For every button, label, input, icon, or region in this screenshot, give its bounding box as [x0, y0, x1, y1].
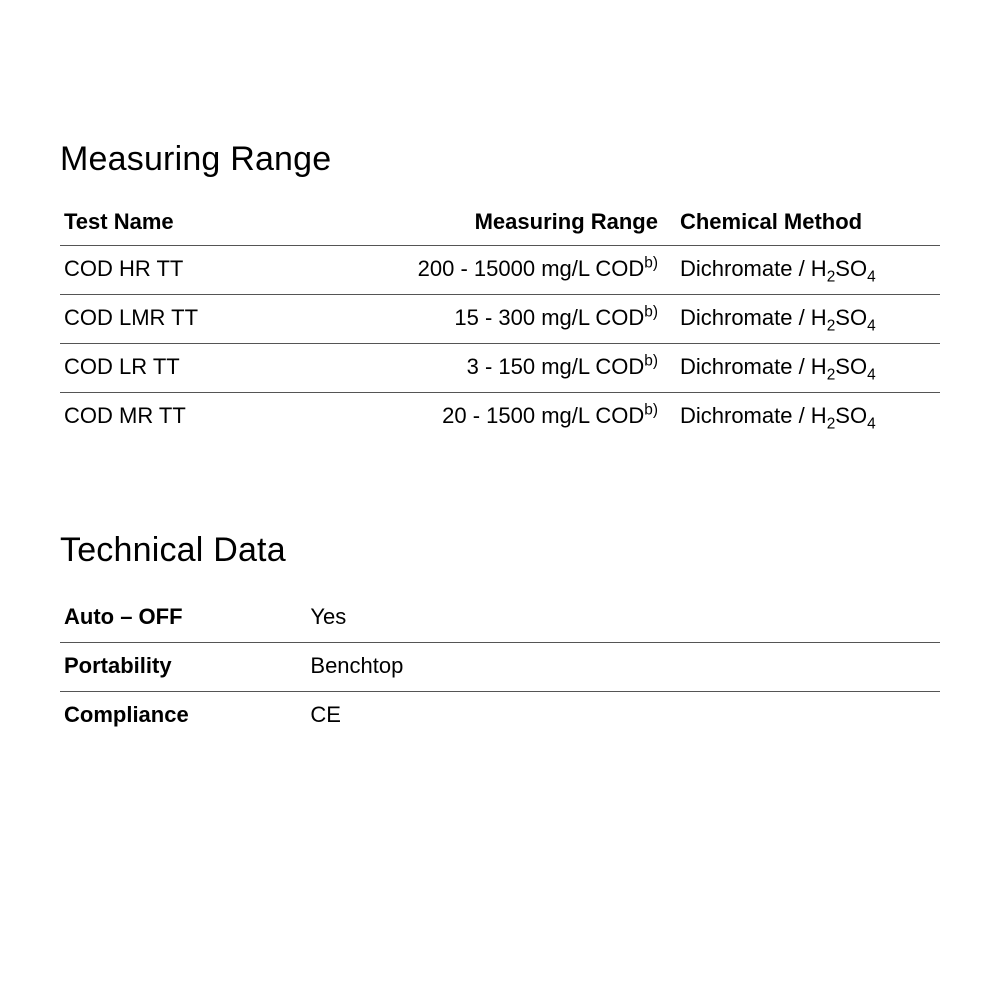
- cell-range: 3 - 150 mg/L CODb): [342, 344, 676, 393]
- table-header-row: Test Name Measuring Range Chemical Metho…: [60, 203, 940, 246]
- col-chemical-method: Chemical Method: [676, 203, 940, 246]
- tech-label: Portability: [60, 643, 306, 692]
- measuring-range-table: Test Name Measuring Range Chemical Metho…: [60, 203, 940, 441]
- cell-range: 15 - 300 mg/L CODb): [342, 295, 676, 344]
- table-row: Compliance CE: [60, 692, 940, 741]
- cell-method: Dichromate / H2SO4: [676, 393, 940, 442]
- cell-test-name: COD HR TT: [60, 246, 342, 295]
- cell-method: Dichromate / H2SO4: [676, 246, 940, 295]
- tech-value: Yes: [306, 594, 940, 643]
- tech-label: Auto – OFF: [60, 594, 306, 643]
- cell-test-name: COD LMR TT: [60, 295, 342, 344]
- technical-data-table: Auto – OFF Yes Portability Benchtop Comp…: [60, 594, 940, 740]
- cell-method: Dichromate / H2SO4: [676, 295, 940, 344]
- table-row: COD LMR TT 15 - 300 mg/L CODb) Dichromat…: [60, 295, 940, 344]
- measuring-range-title: Measuring Range: [60, 140, 940, 179]
- tech-label: Compliance: [60, 692, 306, 741]
- tech-value: Benchtop: [306, 643, 940, 692]
- col-test-name: Test Name: [60, 203, 342, 246]
- cell-method: Dichromate / H2SO4: [676, 344, 940, 393]
- col-measuring-range: Measuring Range: [342, 203, 676, 246]
- table-row: COD HR TT 200 - 15000 mg/L CODb) Dichrom…: [60, 246, 940, 295]
- cell-test-name: COD LR TT: [60, 344, 342, 393]
- technical-data-title: Technical Data: [60, 531, 940, 570]
- tech-value: CE: [306, 692, 940, 741]
- cell-range: 20 - 1500 mg/L CODb): [342, 393, 676, 442]
- table-row: COD LR TT 3 - 150 mg/L CODb) Dichromate …: [60, 344, 940, 393]
- table-row: COD MR TT 20 - 1500 mg/L CODb) Dichromat…: [60, 393, 940, 442]
- cell-test-name: COD MR TT: [60, 393, 342, 442]
- table-row: Auto – OFF Yes: [60, 594, 940, 643]
- table-row: Portability Benchtop: [60, 643, 940, 692]
- cell-range: 200 - 15000 mg/L CODb): [342, 246, 676, 295]
